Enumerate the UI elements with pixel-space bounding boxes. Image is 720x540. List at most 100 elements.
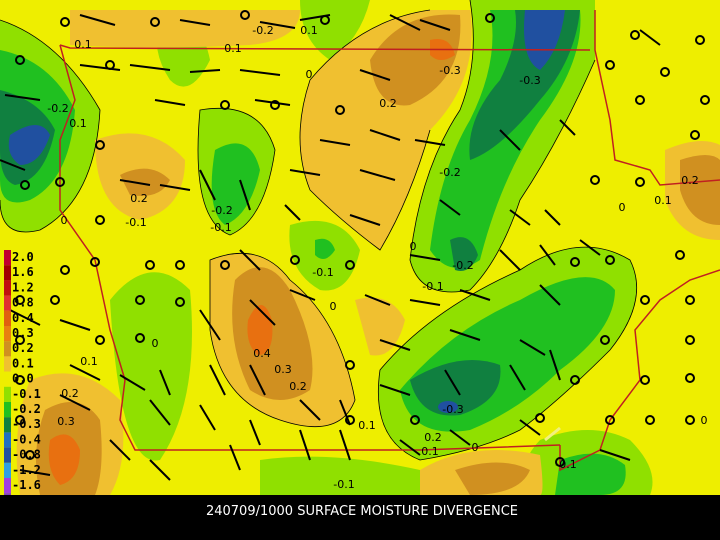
wind-barb [189,69,221,73]
calm-stations [15,10,710,467]
contour-label: -0.2 [439,166,460,179]
calm-station [25,450,35,460]
contour-label: -0.1 [312,266,333,279]
legend: 2.01.61.20.80.40.30.20.10.0-0.1-0.2-0.3-… [4,250,41,514]
calm-station [685,415,695,425]
calm-station [135,333,145,343]
wind-barb [199,404,216,431]
wind-barb [229,444,241,471]
calm-station [60,17,70,27]
legend-swatch [4,295,11,311]
caption-bar [0,495,720,540]
wind-barb [299,399,321,421]
calm-station [345,360,355,370]
calm-station [95,140,105,150]
calm-station [95,335,105,345]
contour-label: 0.3 [274,363,292,376]
legend-swatch [4,371,11,387]
calm-station [690,130,700,140]
calm-station [640,375,650,385]
calm-station [695,35,705,45]
wind-barb [199,169,216,201]
contour-label: 0 [472,441,479,454]
legend-label: 1.2 [12,280,34,294]
legend-label: 0.1 [12,356,34,370]
wind-barb [579,239,601,256]
contour-label: 0.1 [80,355,98,368]
wind-barb [379,384,411,396]
contour-label: 0 [701,414,708,427]
wind-barb [129,64,171,71]
calm-station [270,100,280,110]
contour-label: 0.2 [379,97,397,110]
wind-barb [449,429,471,446]
legend-label: -1.6 [12,478,41,492]
calm-station [55,177,65,187]
contour-label: -0.3 [519,74,540,87]
contour-label: 0.2 [424,431,442,444]
legend-label: 2.0 [12,250,34,264]
legend-swatch [4,447,11,463]
wind-barb [549,349,561,381]
wind-barb [509,209,531,226]
calm-station [20,180,30,190]
contour-label: 0.2 [61,387,79,400]
contour-label: 0.1 [654,194,672,207]
legend-swatch [4,417,11,433]
legend-swatch [4,250,11,266]
calm-station [220,260,230,270]
contour-label: 0.2 [130,192,148,205]
calm-station [570,375,580,385]
wind-barb [459,289,491,301]
wind-barb [409,299,441,306]
calm-station [645,415,655,425]
calm-station [15,55,25,65]
legend-label: -0.1 [12,387,41,401]
wind-barb [0,159,26,171]
contour-label: 0.2 [289,380,307,393]
contour-label: -0.3 [439,64,460,77]
calm-station [345,415,355,425]
wind-barb [359,169,396,181]
wind-barb [9,309,41,326]
legend-swatch [4,386,11,402]
contour-label: 0.2 [681,174,699,187]
highlight-stroke [544,426,561,442]
calm-station [135,295,145,305]
calm-station [700,95,710,105]
wind-barb [154,99,186,106]
calm-station [600,335,610,345]
legend-label: 0.3 [12,326,34,340]
wind-barb [259,21,296,29]
wind-barb [519,419,541,436]
legend-swatch [4,310,11,326]
wind-barb [19,469,51,476]
wind-barb [509,364,526,391]
calm-station [570,257,580,267]
contour-label: -0.3 [442,403,463,416]
calm-station [290,255,300,265]
wind-barb [319,139,351,146]
wind-barb [79,14,116,26]
wind-barbs [0,14,661,481]
wind-barb [364,294,391,306]
contour-label: -0.2 [252,24,273,37]
calm-station [15,335,25,345]
contour-label: 0.4 [253,347,271,360]
wind-barb [149,459,171,481]
calm-station [175,297,185,307]
legend-label: -0.4 [12,432,41,446]
wind-barb [59,394,91,411]
legend-label: 0.0 [12,372,34,386]
wind-barb [199,309,221,341]
wind-barb [339,399,351,426]
legend-swatch [4,356,11,372]
wind-barb [599,449,631,461]
contour-label: 0.3 [57,415,75,428]
calm-station [640,295,650,305]
calm-station [50,295,60,305]
fill-negative-strong [8,10,565,413]
contour-lines [0,0,638,461]
wind-barb [109,439,131,461]
contour-labels: 0.1 0.1-0.2 0.10 -0.3-0.30.2-0.20.1-0.20.2-… [47,24,707,491]
